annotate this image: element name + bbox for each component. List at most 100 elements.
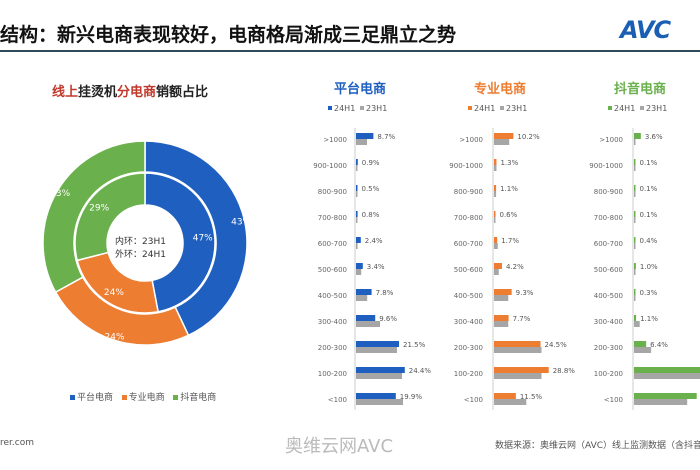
bar-value-label: 7.8% bbox=[376, 289, 394, 297]
donut-title-part: 线上 bbox=[52, 85, 79, 100]
legend-swatch-23h1 bbox=[360, 106, 364, 110]
category-label: 900-1000 bbox=[589, 162, 623, 170]
bar-24h1 bbox=[494, 159, 497, 165]
bar-value-label: 0.1% bbox=[640, 159, 658, 167]
bar-value-label: 11.5% bbox=[520, 393, 543, 401]
bar-24h1 bbox=[356, 263, 363, 269]
bar-24h1 bbox=[634, 315, 637, 321]
bar-23h1 bbox=[494, 139, 510, 145]
bar-value-label: 6.4% bbox=[650, 341, 668, 349]
bar-23h1 bbox=[634, 217, 636, 223]
bar-24h1 bbox=[634, 341, 647, 347]
donut-title-part: 销额占比 bbox=[156, 85, 209, 100]
legend-platform: 平台电商 bbox=[70, 393, 113, 403]
legend-23h1: 23H1 bbox=[366, 104, 387, 113]
bar-23h1 bbox=[356, 373, 402, 379]
bar-23h1 bbox=[634, 165, 636, 171]
bar-23h1 bbox=[356, 269, 362, 275]
category-label: <100 bbox=[604, 396, 623, 404]
bar-value-label: 8.7% bbox=[377, 133, 395, 141]
weibo-watermark: 奥维云网AVC bbox=[285, 436, 394, 457]
bar-24h1 bbox=[634, 211, 636, 217]
legend-professional: 专业电商 bbox=[121, 393, 165, 403]
bar-24h1 bbox=[634, 159, 636, 165]
bar-24h1 bbox=[494, 289, 512, 295]
bar-23h1 bbox=[356, 165, 358, 171]
bar-23h1 bbox=[494, 217, 496, 223]
panel-title: 专业电商 bbox=[474, 81, 526, 97]
donut-legend: 平台电商 专业电商 抖音电商 bbox=[70, 390, 216, 403]
bar-24h1 bbox=[356, 341, 399, 347]
category-label: 500-600 bbox=[454, 266, 483, 274]
bar-value-label: 0.3% bbox=[640, 289, 658, 297]
category-label: 800-900 bbox=[318, 188, 347, 196]
bar-23h1 bbox=[356, 347, 397, 353]
bar-value-label: 21.5% bbox=[403, 341, 426, 349]
category-label: 200-300 bbox=[454, 344, 483, 352]
bar-24h1 bbox=[356, 289, 372, 295]
bar-23h1 bbox=[356, 399, 403, 405]
donut-title-part: 挂烫机 bbox=[78, 85, 118, 100]
bar-24h1 bbox=[356, 237, 361, 243]
bar-value-label: 1.0% bbox=[640, 263, 658, 271]
bar-24h1 bbox=[356, 185, 358, 191]
bar-value-label: 1.7% bbox=[501, 237, 519, 245]
bar-24h1 bbox=[356, 315, 376, 321]
category-label: 400-500 bbox=[454, 292, 483, 300]
bar-24h1 bbox=[634, 185, 636, 191]
title-divider bbox=[0, 50, 700, 52]
bar-23h1 bbox=[356, 243, 358, 249]
bar-23h1 bbox=[634, 243, 636, 249]
donut-label: 47% bbox=[193, 234, 213, 244]
bar-value-label: 0.8% bbox=[362, 211, 380, 219]
donut-label: 24% bbox=[105, 333, 125, 343]
category-label: 900-1000 bbox=[313, 162, 347, 170]
bar-23h1 bbox=[634, 139, 636, 145]
legend-swatch-24h1 bbox=[328, 106, 332, 110]
page-title: 结构：新兴电商表现较好，电商格局渐成三足鼎立之势 bbox=[0, 24, 457, 46]
bar-value-label: 24.4% bbox=[409, 367, 432, 375]
avc-logo: AVC bbox=[620, 16, 671, 44]
donut-slice-23H1-2 bbox=[74, 172, 146, 262]
category-label: 800-900 bbox=[454, 188, 483, 196]
bar-value-label: 19.9% bbox=[400, 393, 423, 401]
bar-24h1 bbox=[494, 263, 502, 269]
bar-23h1 bbox=[494, 165, 497, 171]
category-label: 500-600 bbox=[594, 266, 623, 274]
bar-value-label: 1.1% bbox=[500, 185, 518, 193]
inner-ring-label: 内环：23H1 bbox=[115, 237, 166, 247]
category-label: 300-400 bbox=[454, 318, 483, 326]
donut-slice-23H1-0 bbox=[144, 172, 216, 313]
legend-23h1: 23H1 bbox=[506, 104, 527, 113]
bar-value-label: 7.7% bbox=[513, 315, 531, 323]
bar-23h1 bbox=[634, 399, 688, 405]
bar-value-label: 0.6% bbox=[500, 211, 518, 219]
bar-24h1 bbox=[494, 185, 497, 191]
bar-24h1 bbox=[494, 341, 541, 347]
category-label: 200-300 bbox=[318, 344, 347, 352]
category-label: 400-500 bbox=[318, 292, 347, 300]
category-label: >1000 bbox=[599, 136, 623, 144]
donut-slice-24H1-2 bbox=[42, 140, 146, 294]
bar-24h1 bbox=[634, 367, 700, 373]
bar-24h1 bbox=[494, 211, 496, 217]
category-label: 500-600 bbox=[318, 266, 347, 274]
panel-title: 抖音电商 bbox=[614, 81, 666, 97]
bar-value-label: 0.9% bbox=[362, 159, 380, 167]
bar-23h1 bbox=[634, 321, 640, 327]
category-label: 200-300 bbox=[594, 344, 623, 352]
bar-23h1 bbox=[634, 191, 636, 197]
category-label: 800-900 bbox=[594, 188, 623, 196]
donut-label: 33% bbox=[50, 189, 70, 199]
bar-23h1 bbox=[356, 139, 367, 145]
legend-swatch-23h1 bbox=[640, 106, 644, 110]
legend-swatch-23h1 bbox=[500, 106, 504, 110]
category-label: >1000 bbox=[459, 136, 483, 144]
bar-23h1 bbox=[494, 373, 542, 379]
category-label: 300-400 bbox=[318, 318, 347, 326]
bar-24h1 bbox=[634, 289, 636, 295]
category-label: 100-200 bbox=[454, 370, 483, 378]
legend-douyin: 抖音电商 bbox=[173, 393, 216, 403]
bar-24h1 bbox=[356, 393, 396, 399]
